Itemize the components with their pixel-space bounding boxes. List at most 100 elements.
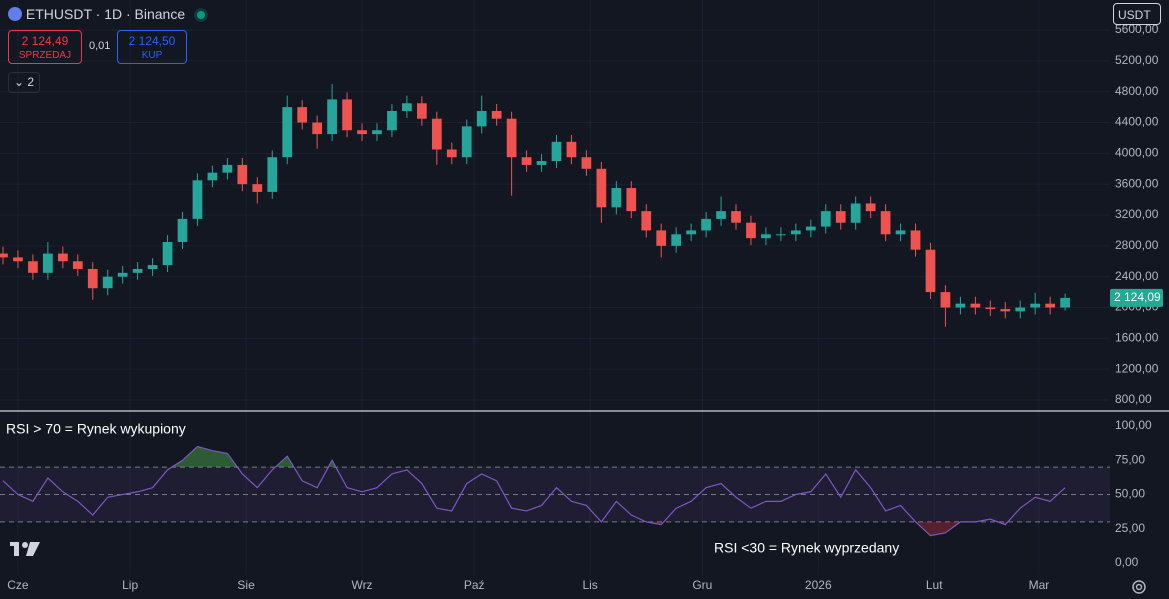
settings-icon[interactable]: [1132, 580, 1146, 594]
candle-body: [581, 157, 592, 169]
candle-body: [327, 99, 337, 135]
candle-body: [895, 230, 906, 235]
candle-body: [641, 211, 652, 231]
candle-body: [162, 241, 173, 266]
y-tick-label: 800,00: [1115, 392, 1152, 406]
candle-body: [551, 141, 562, 162]
annotation: RSI <30 = Rynek wyprzedany: [714, 540, 899, 556]
candle-body: [790, 230, 801, 235]
candle-body: [506, 118, 517, 158]
candle-body: [820, 211, 831, 227]
x-tick-label: Lip: [122, 578, 138, 592]
candle-body: [416, 103, 427, 119]
candle-body: [626, 188, 637, 212]
x-tick-label: Lut: [926, 578, 943, 592]
candle-body: [147, 265, 158, 269]
currency-button[interactable]: USDT: [1113, 3, 1161, 25]
candle-body: [925, 249, 936, 293]
candle-body: [910, 230, 921, 250]
candle-body: [850, 203, 861, 223]
candle-body: [297, 107, 308, 123]
candle-body: [596, 168, 607, 208]
y-tick-label: 4800,00: [1115, 84, 1159, 98]
candle-body: [521, 157, 532, 165]
y-tick-label: 75,00: [1115, 452, 1145, 466]
candle-body: [132, 268, 143, 273]
candle-body: [835, 211, 846, 223]
candle-body: [387, 110, 397, 131]
x-tick-label: Mar: [1029, 578, 1050, 592]
candle-body: [746, 222, 756, 239]
candle-body: [237, 164, 248, 185]
y-tick-label: 5200,00: [1115, 53, 1159, 67]
y-tick-label: 4400,00: [1115, 115, 1159, 129]
candle-body: [955, 303, 966, 308]
y-tick-label: 5600,00: [1115, 22, 1159, 36]
annotation: RSI > 70 = Rynek wykupiony: [6, 421, 186, 437]
y-tick-label: 100,00: [1115, 418, 1152, 432]
candle-body: [446, 149, 457, 158]
candle-body: [43, 253, 53, 273]
candle-body: [267, 157, 278, 192]
y-tick-label: 1200,00: [1115, 361, 1159, 375]
currency: USDT: [1118, 8, 1151, 22]
candle-body: [970, 303, 981, 308]
rsi-line: [2, 445, 1066, 537]
candle-body: [1060, 297, 1070, 308]
x-tick-label: Sie: [237, 578, 255, 592]
candle-body: [611, 188, 622, 208]
candle-body: [207, 172, 218, 181]
candle-body: [28, 261, 38, 273]
candle-body: [671, 234, 682, 246]
buy-price: 2 124,50: [128, 34, 176, 48]
candle-body: [985, 307, 996, 310]
candle-body: [72, 261, 83, 269]
candle-body: [865, 203, 876, 212]
spread: 0,01: [89, 40, 111, 52]
candle-body: [57, 253, 68, 262]
candle-body: [686, 230, 696, 235]
buy-label: KUP: [141, 50, 163, 61]
candle-body: [536, 161, 547, 165]
candle-body: [731, 211, 741, 223]
eth-icon: [8, 7, 22, 21]
symbol-header: ETHUSDT · 1D · Binance: [8, 6, 206, 22]
candle-body: [13, 257, 23, 262]
candle-body: [282, 107, 293, 158]
candle-body: [701, 218, 711, 231]
candle-body: [87, 268, 98, 289]
candle-body: [880, 211, 891, 235]
candle-body: [566, 141, 577, 158]
x-tick-label: Lis: [582, 578, 597, 592]
candle-body: [1045, 303, 1056, 308]
candle-body: [177, 218, 188, 242]
buy-button[interactable]: 2 124,50 KUP: [117, 30, 187, 64]
last-price-tag: [1110, 288, 1163, 307]
sell-price: 2 124,49: [21, 34, 69, 48]
candle-body: [357, 130, 367, 135]
sell-label: SPRZEDAJ: [18, 50, 72, 61]
x-tick-label: 2026: [805, 578, 832, 592]
y-tick-label: 50,00: [1115, 487, 1145, 501]
x-tick-label: Gru: [692, 578, 712, 592]
candle-body: [656, 230, 667, 246]
candle-body: [940, 292, 951, 308]
candle-body: [102, 276, 113, 289]
y-tick-label: 2400,00: [1115, 269, 1159, 283]
candle-body: [222, 164, 233, 173]
candle-body: [761, 234, 771, 239]
candle-body: [192, 180, 203, 219]
y-tick-label: 4000,00: [1115, 146, 1159, 160]
sell-button[interactable]: 2 124,49 SPRZEDAJ: [8, 30, 82, 64]
candle-body: [312, 122, 323, 135]
overbought-fill: [171, 446, 336, 468]
symbol[interactable]: ETHUSDT · 1D · Binance: [25, 6, 186, 22]
last-price-label: 2 124,09: [1114, 290, 1161, 304]
y-tick-label: 1600,00: [1115, 330, 1159, 344]
candle-body: [252, 184, 263, 192]
indicators-toggle[interactable]: ⌄ 2: [8, 72, 40, 93]
candle-body: [402, 103, 412, 111]
y-tick-label: 3600,00: [1115, 176, 1159, 190]
